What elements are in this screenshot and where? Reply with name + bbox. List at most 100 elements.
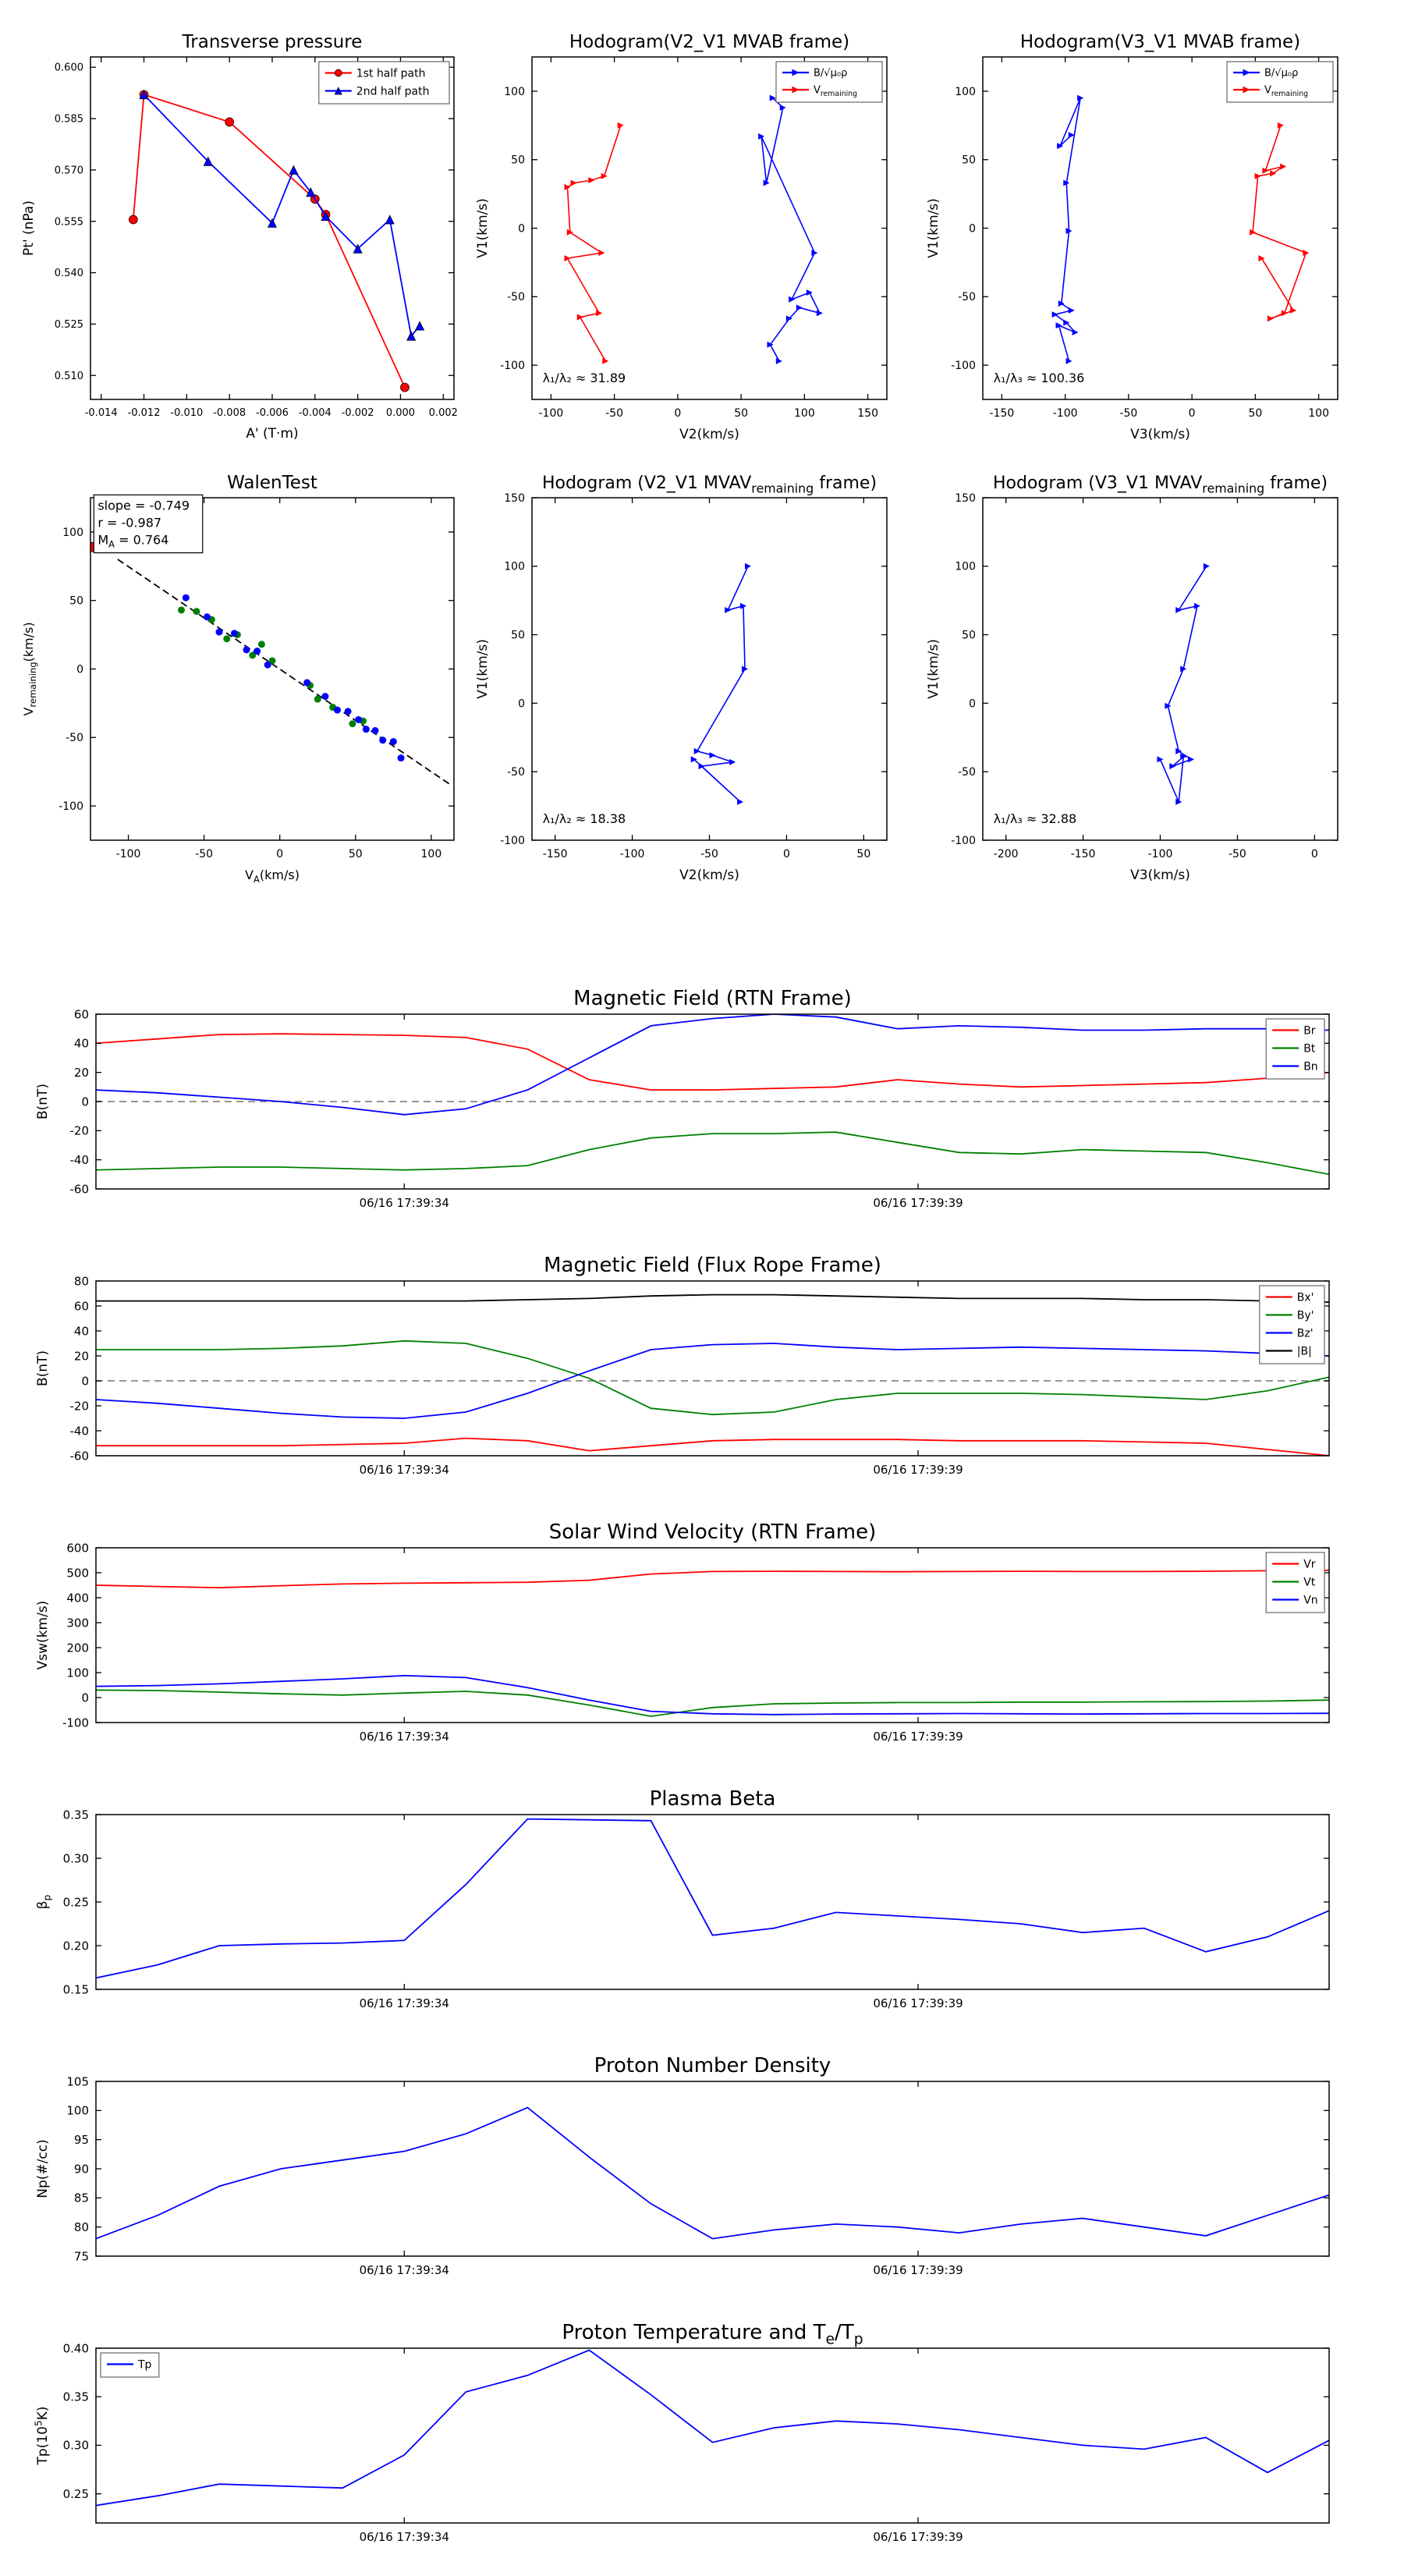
svg-text:-20: -20 [70, 1399, 90, 1413]
svg-text:Bn: Bn [1303, 1060, 1317, 1073]
svg-text:B/√μ₀ρ: B/√μ₀ρ [814, 68, 847, 80]
svg-text:50: 50 [511, 630, 525, 642]
svg-text:0: 0 [783, 848, 790, 860]
hodogram-v3v1-mvav-plot: -200 -150 -100 -50 0 -100 -50 0 50 100 150 Hodogram… [920, 460, 1353, 901]
svg-text:0.555: 0.555 [55, 216, 83, 228]
svg-text:150: 150 [857, 407, 878, 420]
svg-text:Vt: Vt [1303, 1576, 1316, 1588]
svg-text:1st half path: 1st half path [356, 67, 426, 80]
svg-text:-0.012: -0.012 [128, 407, 161, 419]
svg-text:-50: -50 [958, 291, 976, 303]
svg-text:06/16 17:39:39: 06/16 17:39:39 [873, 1463, 963, 1477]
svg-text:80: 80 [74, 2220, 89, 2234]
svg-text:0.25: 0.25 [63, 1895, 89, 1909]
svg-text:By': By' [1297, 1309, 1314, 1322]
hodogram-v2v1-mvav-plot: -150 -100 -50 0 50 -100 -50 0 50 100 150 Hodogram (… [470, 460, 902, 901]
svg-text:V2(km/s): V2(km/s) [679, 427, 739, 442]
svg-text:06/16 17:39:34: 06/16 17:39:34 [360, 2263, 449, 2277]
svg-text:-40: -40 [70, 1424, 90, 1438]
svg-text:-50: -50 [1228, 848, 1246, 860]
svg-text:Hodogram(V2_V1 MVAB frame): Hodogram(V2_V1 MVAB frame) [569, 32, 849, 52]
svg-text:95: 95 [74, 2133, 89, 2147]
svg-text:-100: -100 [951, 360, 976, 372]
svg-text:06/16 17:39:34: 06/16 17:39:34 [360, 1996, 449, 2010]
svg-text:105: 105 [66, 2074, 89, 2088]
svg-text:50: 50 [734, 407, 748, 420]
svg-text:100: 100 [62, 527, 83, 539]
svg-text:r = -0.987: r = -0.987 [98, 515, 161, 530]
svg-text:300: 300 [66, 1616, 89, 1630]
svg-text:V3(km/s): V3(km/s) [1130, 427, 1190, 442]
svg-text:0: 0 [81, 1691, 89, 1705]
svg-text:MA = 0.764: MA = 0.764 [98, 533, 168, 550]
svg-text:0.600: 0.600 [55, 62, 83, 74]
svg-text:0.000: 0.000 [386, 407, 415, 419]
svg-text:0.15: 0.15 [63, 1982, 89, 1996]
svg-text:B(nT): B(nT) [35, 1084, 51, 1119]
svg-text:-50: -50 [1119, 407, 1137, 420]
svg-text:0.002: 0.002 [429, 407, 458, 419]
svg-text:06/16 17:39:39: 06/16 17:39:39 [873, 1196, 963, 1210]
svg-text:0: 0 [81, 1374, 89, 1388]
svg-text:-100: -100 [62, 1716, 89, 1730]
svg-text:06/16 17:39:34: 06/16 17:39:34 [360, 1730, 449, 1744]
svg-text:50: 50 [1248, 407, 1262, 420]
svg-text:-150: -150 [989, 407, 1014, 420]
svg-text:0.20: 0.20 [63, 1939, 89, 1953]
svg-text:Vn: Vn [1303, 1594, 1317, 1606]
svg-text:40: 40 [74, 1324, 89, 1338]
svg-text:V1(km/s): V1(km/s) [926, 198, 941, 258]
solar-wind-velocity-plot: 06/16 17:39:34 06/16 17:39:39 -100 0 100 200 3… [16, 1515, 1388, 1772]
svg-text:-40: -40 [70, 1153, 90, 1167]
svg-text:-0.008: -0.008 [213, 407, 246, 419]
svg-text:0: 0 [969, 222, 976, 235]
svg-text:Tp: Tp [137, 2358, 152, 2371]
svg-text:2nd half path: 2nd half path [356, 85, 430, 98]
svg-text:100: 100 [955, 86, 976, 98]
svg-text:150: 150 [504, 492, 525, 505]
svg-text:Vremaining: Vremaining [1264, 85, 1308, 98]
svg-text:06/16 17:39:39: 06/16 17:39:39 [873, 1996, 963, 2010]
svg-text:400: 400 [66, 1591, 89, 1605]
svg-text:-20: -20 [70, 1124, 90, 1138]
svg-text:80: 80 [74, 1274, 89, 1288]
svg-text:-100: -100 [116, 848, 141, 860]
svg-text:-0.014: -0.014 [85, 407, 118, 419]
svg-text:0.35: 0.35 [63, 2390, 89, 2404]
svg-text:Vsw(km/s): Vsw(km/s) [35, 1601, 51, 1670]
svg-text:06/16 17:39:39: 06/16 17:39:39 [873, 2530, 963, 2544]
svg-text:-50: -50 [507, 291, 525, 303]
svg-text:V1(km/s): V1(km/s) [475, 639, 491, 699]
svg-text:0: 0 [276, 848, 283, 860]
svg-text:Pt' (nPa): Pt' (nPa) [21, 200, 37, 256]
svg-text:100: 100 [421, 848, 442, 860]
svg-text:0.35: 0.35 [63, 1808, 89, 1822]
svg-text:50: 50 [349, 848, 363, 860]
svg-text:-100: -100 [538, 407, 563, 420]
svg-text:B(nT): B(nT) [35, 1350, 51, 1386]
svg-text:20: 20 [74, 1349, 89, 1363]
svg-text:-50: -50 [66, 732, 83, 744]
svg-text:WalenTest: WalenTest [227, 473, 317, 493]
svg-text:-100: -100 [1053, 407, 1078, 420]
svg-text:Vremaining: Vremaining [814, 85, 857, 98]
svg-text:-100: -100 [500, 360, 525, 372]
svg-text:Proton Number Density: Proton Number Density [594, 2054, 831, 2077]
svg-text:100: 100 [794, 407, 815, 420]
svg-text:-100: -100 [620, 848, 645, 860]
svg-text:06/16 17:39:39: 06/16 17:39:39 [873, 1730, 963, 1744]
svg-text:Plasma Beta: Plasma Beta [650, 1787, 776, 1811]
svg-text:0: 0 [518, 697, 525, 710]
svg-text:Magnetic Field (Flux Rope Fram: Magnetic Field (Flux Rope Frame) [544, 1254, 881, 1277]
proton-density-plot: 06/16 17:39:34 06/16 17:39:39 75 80 85 90 95 10… [16, 2049, 1388, 2306]
svg-text:0.30: 0.30 [63, 1851, 89, 1865]
plasma-beta-plot: 06/16 17:39:34 06/16 17:39:39 0.15 0.20 0.25… [16, 1782, 1388, 2039]
svg-text:0: 0 [518, 222, 525, 235]
svg-text:0: 0 [1311, 848, 1318, 860]
svg-text:500: 500 [66, 1566, 89, 1580]
svg-text:VA(km/s): VA(km/s) [245, 868, 300, 885]
svg-text:λ₁/λ₃ ≈ 32.88: λ₁/λ₃ ≈ 32.88 [994, 811, 1077, 826]
svg-text:Np(#/cc): Np(#/cc) [35, 2139, 51, 2198]
svg-text:Solar Wind Velocity (RTN Frame: Solar Wind Velocity (RTN Frame) [549, 1520, 876, 1544]
svg-text:100: 100 [1308, 407, 1329, 420]
